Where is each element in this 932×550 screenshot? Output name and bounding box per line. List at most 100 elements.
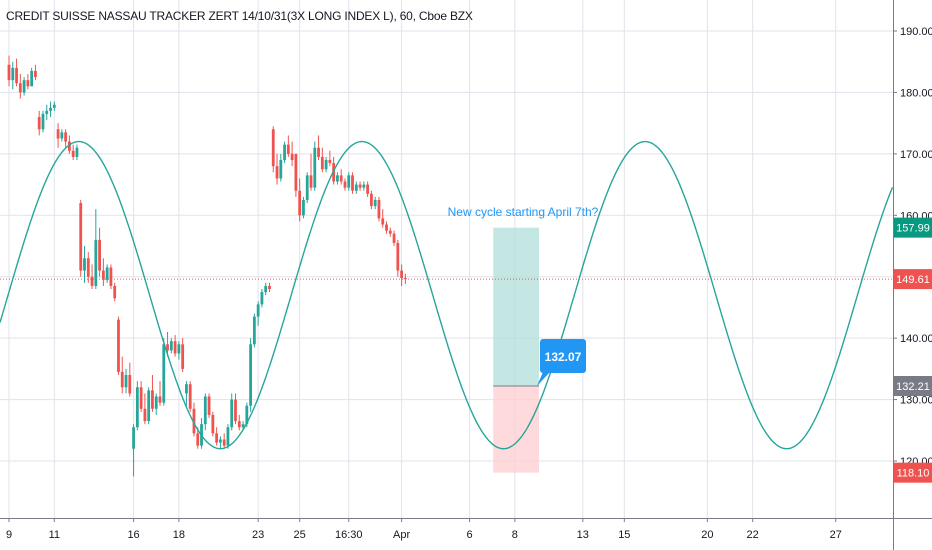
candle-body [68, 141, 71, 151]
candle-body [328, 160, 332, 164]
x-tick-label: 11 [49, 529, 60, 541]
candles [7, 55, 407, 477]
x-tick-label: 13 [577, 529, 589, 541]
y-tick-label: 190.00 [900, 26, 932, 38]
candle-body [151, 390, 154, 409]
candle-body [158, 396, 162, 403]
candle-body [60, 132, 64, 139]
candle-body [181, 344, 185, 369]
candle-body [268, 285, 271, 289]
candle-body [396, 242, 400, 271]
x-tick-label: 8 [512, 529, 518, 541]
x-tick-label: 20 [701, 529, 713, 541]
y-tick-label: 170.00 [900, 149, 932, 161]
candle-body [166, 344, 169, 351]
candle-body [203, 396, 207, 425]
candle-body [188, 384, 192, 409]
candle-body [169, 341, 173, 351]
sine-wave-path [0, 140, 894, 450]
candle-body [252, 316, 256, 345]
candle-body [109, 267, 113, 286]
x-tick-label: 22 [747, 529, 759, 541]
candle-body [162, 344, 166, 403]
risk-reward-zones [493, 227, 539, 473]
candle-body [7, 64, 11, 81]
candle-body [249, 344, 252, 406]
chart-title: CREDIT SUISSE NASSAU TRACKER ZERT 14/10/… [6, 9, 473, 23]
candle-body [222, 439, 226, 446]
candle-body [275, 166, 279, 179]
price-tag-box [894, 217, 932, 238]
candle-body [185, 384, 188, 394]
candle-body [343, 181, 347, 188]
y-tick-label: 140.00 [900, 333, 932, 345]
candle-body [30, 70, 34, 87]
candle-body [370, 193, 373, 207]
candle-body [147, 390, 151, 422]
candle-body [373, 199, 377, 207]
candle-body [298, 190, 302, 216]
x-axis-labels: 9 11 16 18 23 25 16:30 Apr 6 8 13 15 20 22 27 [6, 518, 842, 541]
callout-pointer [537, 371, 550, 386]
candle-body [192, 408, 196, 434]
candle-body [117, 319, 120, 372]
candle-body [211, 414, 215, 434]
candle-body [45, 110, 49, 114]
x-tick-label: Apr [393, 529, 410, 541]
candle-body [90, 276, 94, 286]
candle-body [71, 150, 75, 157]
candle-body [354, 184, 358, 191]
candle-body [290, 153, 294, 160]
price-tag-box [894, 462, 932, 483]
candle-body [324, 160, 328, 170]
x-tick-label: 27 [830, 529, 842, 541]
candle-body [26, 80, 30, 87]
candle-body [283, 144, 286, 160]
candle-body [294, 153, 298, 191]
candle-body [339, 175, 343, 182]
candle-body [237, 421, 241, 428]
candle-body [302, 199, 305, 216]
candle-body [86, 258, 90, 277]
price-tag-label: 149.61 [896, 274, 930, 286]
candle-body [120, 371, 124, 388]
x-tick-label: 16 [127, 529, 139, 541]
candle-body [388, 230, 392, 234]
candle-body [260, 292, 264, 305]
candle-body [207, 396, 211, 415]
candle-body [154, 396, 158, 409]
candle-body [366, 184, 370, 194]
candle-body [94, 239, 98, 286]
y-tick-label: 180.00 [900, 87, 932, 99]
x-tick-label: 18 [173, 529, 185, 541]
candle-body [377, 199, 381, 219]
candle-body [135, 387, 139, 428]
y-tick-label: 130.00 [900, 395, 932, 407]
x-tick-label: 15 [618, 529, 630, 541]
candle-body [234, 399, 237, 422]
candle-body [381, 218, 385, 225]
candle-body [196, 433, 200, 446]
price-tag-label: 157.99 [896, 223, 930, 235]
candle-body [22, 80, 26, 93]
callout-box [540, 338, 586, 373]
candle-body [400, 270, 403, 278]
candle-body [41, 113, 45, 130]
candle-body [403, 277, 407, 280]
candle-body [34, 70, 37, 78]
price-tag-box [894, 269, 932, 290]
candle-body [336, 175, 339, 182]
candle-body [11, 67, 15, 81]
candle-body [83, 258, 86, 271]
price-tag-label: 118.10 [897, 468, 930, 480]
candle-body [113, 285, 117, 299]
annotation-text: New cycle starting April 7th? [448, 205, 599, 219]
loss-zone [493, 385, 539, 473]
candle-body [52, 104, 56, 108]
candle-body [173, 341, 177, 354]
candle-body [286, 144, 290, 154]
callout-bubble: 132.07 [537, 338, 586, 386]
candle-body [279, 160, 283, 179]
price-tag-box [894, 375, 932, 396]
